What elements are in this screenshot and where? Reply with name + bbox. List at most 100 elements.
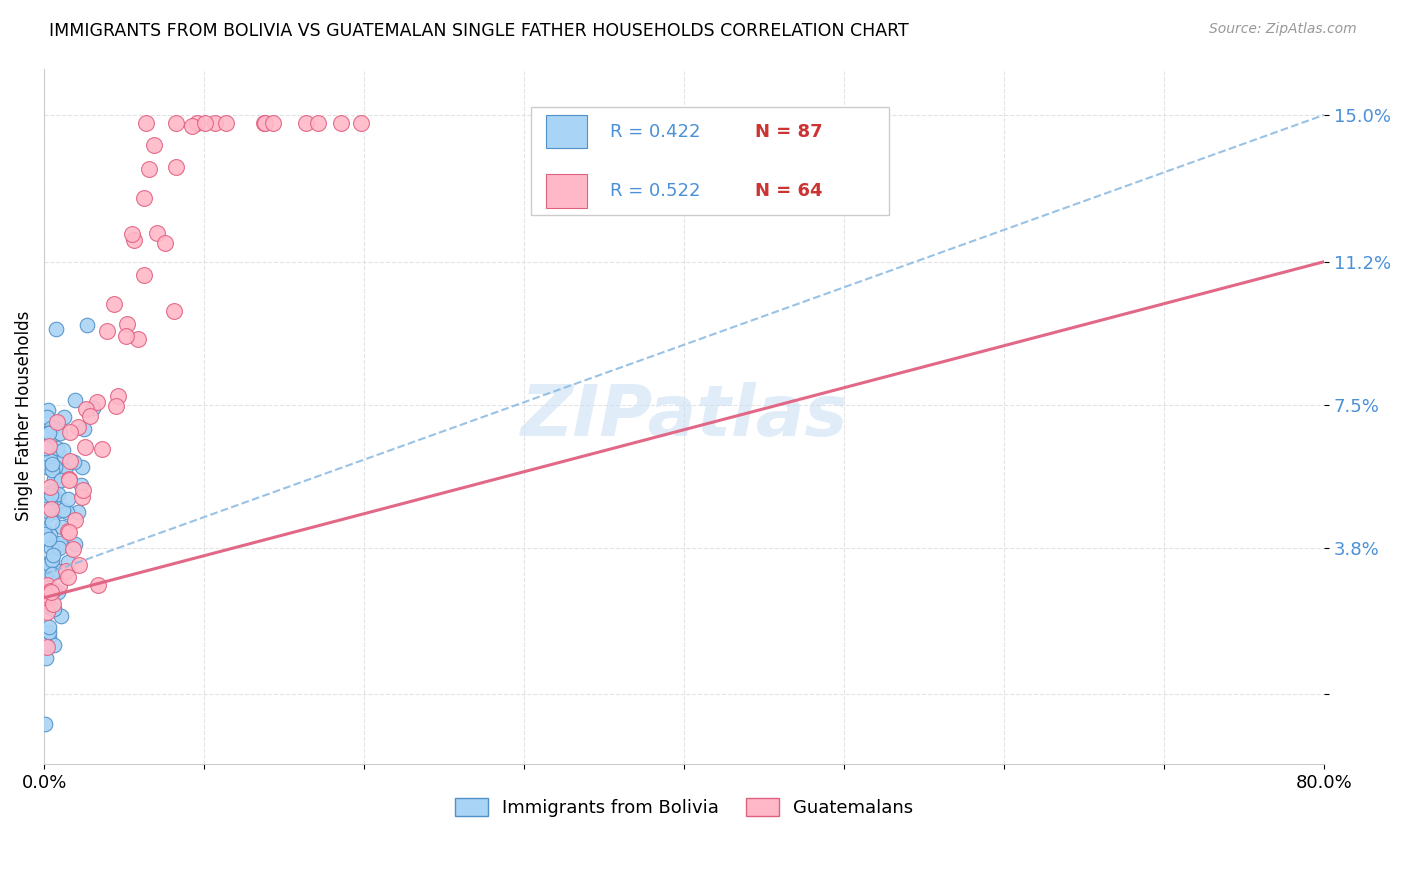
Point <box>46 441 69 455</box>
Point <box>138 162 160 177</box>
Point <box>34 584 56 599</box>
Point <box>39 480 62 494</box>
Point <box>163 304 186 318</box>
Point <box>38 558 60 572</box>
Point <box>42 488 65 502</box>
Point <box>253 115 276 129</box>
Point <box>48 541 70 556</box>
Point <box>52 502 75 516</box>
Point <box>51 520 73 534</box>
Point <box>103 296 125 310</box>
Point <box>34 524 56 538</box>
Point <box>53 462 76 476</box>
Point <box>165 115 187 129</box>
Point <box>70 490 93 504</box>
Point <box>134 268 156 282</box>
Point <box>39 600 62 615</box>
Point <box>37 593 59 607</box>
Point <box>35 410 58 425</box>
Text: Source: ZipAtlas.com: Source: ZipAtlas.com <box>1209 22 1357 37</box>
Point <box>46 585 69 599</box>
Point <box>153 236 176 251</box>
Point <box>38 630 60 644</box>
Point <box>39 452 62 467</box>
Point <box>51 609 73 624</box>
Point <box>90 442 112 456</box>
Point <box>76 318 98 332</box>
Point <box>38 533 60 547</box>
Point <box>38 439 60 453</box>
Point <box>55 564 77 578</box>
Point <box>63 392 86 407</box>
Point <box>121 227 143 241</box>
Point <box>73 422 96 436</box>
Point <box>63 455 86 469</box>
Point <box>350 115 373 129</box>
Point <box>75 440 97 454</box>
Point <box>79 409 101 423</box>
Point <box>39 436 62 450</box>
Point <box>165 160 187 174</box>
Point <box>45 322 67 336</box>
Point <box>67 505 90 519</box>
Point <box>42 494 65 508</box>
Point <box>124 233 146 247</box>
Point <box>37 578 59 592</box>
Point <box>46 487 69 501</box>
Point <box>53 410 76 425</box>
Point <box>115 317 138 331</box>
Point <box>58 492 80 507</box>
Point <box>67 558 90 572</box>
Point <box>194 115 217 129</box>
Point <box>186 115 208 129</box>
Point <box>82 401 104 416</box>
Point <box>41 453 63 467</box>
Point <box>70 478 93 492</box>
Point <box>307 115 329 129</box>
Point <box>39 566 62 581</box>
Point <box>49 425 72 440</box>
Point <box>134 191 156 205</box>
FancyBboxPatch shape <box>530 107 889 215</box>
Point <box>41 458 63 472</box>
Point <box>42 638 65 652</box>
Point <box>34 557 56 571</box>
Legend: Immigrants from Bolivia, Guatemalans: Immigrants from Bolivia, Guatemalans <box>449 790 921 824</box>
Point <box>38 426 60 441</box>
Point <box>35 627 58 641</box>
Point <box>37 504 59 518</box>
Point <box>127 332 149 346</box>
Point <box>135 115 157 129</box>
Point <box>44 460 66 475</box>
Point <box>42 597 65 611</box>
Point <box>86 395 108 409</box>
Point <box>59 454 82 468</box>
Point <box>37 640 59 654</box>
Point <box>56 505 79 519</box>
Point <box>72 459 94 474</box>
Point <box>48 579 70 593</box>
Point <box>146 226 169 240</box>
Point <box>253 115 276 129</box>
Point <box>63 537 86 551</box>
Point <box>58 525 80 540</box>
Point <box>38 620 60 634</box>
Point <box>37 426 59 441</box>
Point <box>42 601 65 615</box>
Point <box>35 488 58 502</box>
Text: N = 87: N = 87 <box>755 123 823 141</box>
Point <box>52 442 75 457</box>
Point <box>37 403 59 417</box>
Point <box>51 473 73 487</box>
Point <box>41 463 63 477</box>
Point <box>52 464 75 478</box>
Point <box>58 474 80 488</box>
Point <box>48 564 70 578</box>
Text: IMMIGRANTS FROM BOLIVIA VS GUATEMALAN SINGLE FATHER HOUSEHOLDS CORRELATION CHART: IMMIGRANTS FROM BOLIVIA VS GUATEMALAN SI… <box>49 22 908 40</box>
Text: ZIPatlas: ZIPatlas <box>520 382 848 450</box>
Point <box>107 389 129 403</box>
Point <box>35 650 58 665</box>
Point <box>39 585 62 599</box>
Point <box>215 115 238 129</box>
Point <box>330 115 353 129</box>
